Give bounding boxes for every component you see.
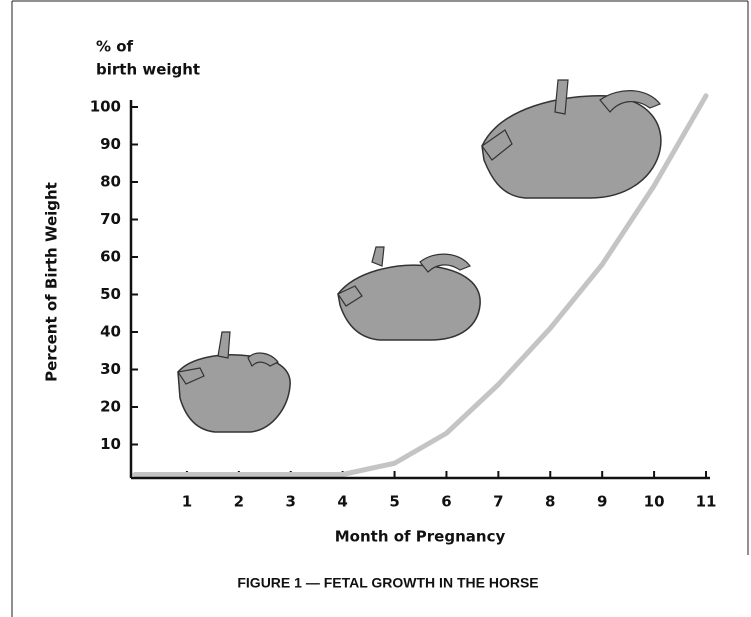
y-tick-label: 40 [100, 323, 121, 341]
y-tick-label: 100 [90, 98, 121, 116]
x-tick-label: 7 [493, 493, 503, 511]
caption: FIGURE 1 — FETAL GROWTH IN THE HORSE [237, 575, 538, 591]
y-axis-title: Percent of Birth Weight [43, 182, 61, 382]
x-tick-label: 9 [597, 493, 607, 511]
y-tick-label: 20 [100, 398, 121, 416]
x-tick-label: 5 [389, 493, 399, 511]
unit-label: birth weight [96, 61, 200, 79]
y-tick-label: 50 [100, 285, 121, 303]
x-tick-label: 3 [286, 493, 296, 511]
x-tick-label: 8 [545, 493, 555, 511]
x-tick-label: 1 [182, 493, 192, 511]
unit-label: % of [96, 38, 134, 56]
x-tick-label: 6 [441, 493, 451, 511]
y-tick-label: 30 [100, 360, 121, 378]
x-tick-label: 2 [234, 493, 244, 511]
illustration [178, 80, 661, 432]
x-tick-label: 4 [337, 493, 347, 511]
y-tick-label: 90 [100, 135, 121, 153]
x-axis-title: Month of Pregnancy [335, 528, 506, 546]
y-tick-label: 10 [100, 435, 121, 453]
x-tick-label: 10 [644, 493, 665, 511]
y-tick-label: 70 [100, 210, 121, 228]
chart: % of birth weight Percent of Birth Weigh… [0, 0, 751, 617]
y-tick-label: 60 [100, 248, 121, 266]
y-tick-label: 80 [100, 173, 121, 191]
x-tick-label: 11 [696, 493, 717, 511]
